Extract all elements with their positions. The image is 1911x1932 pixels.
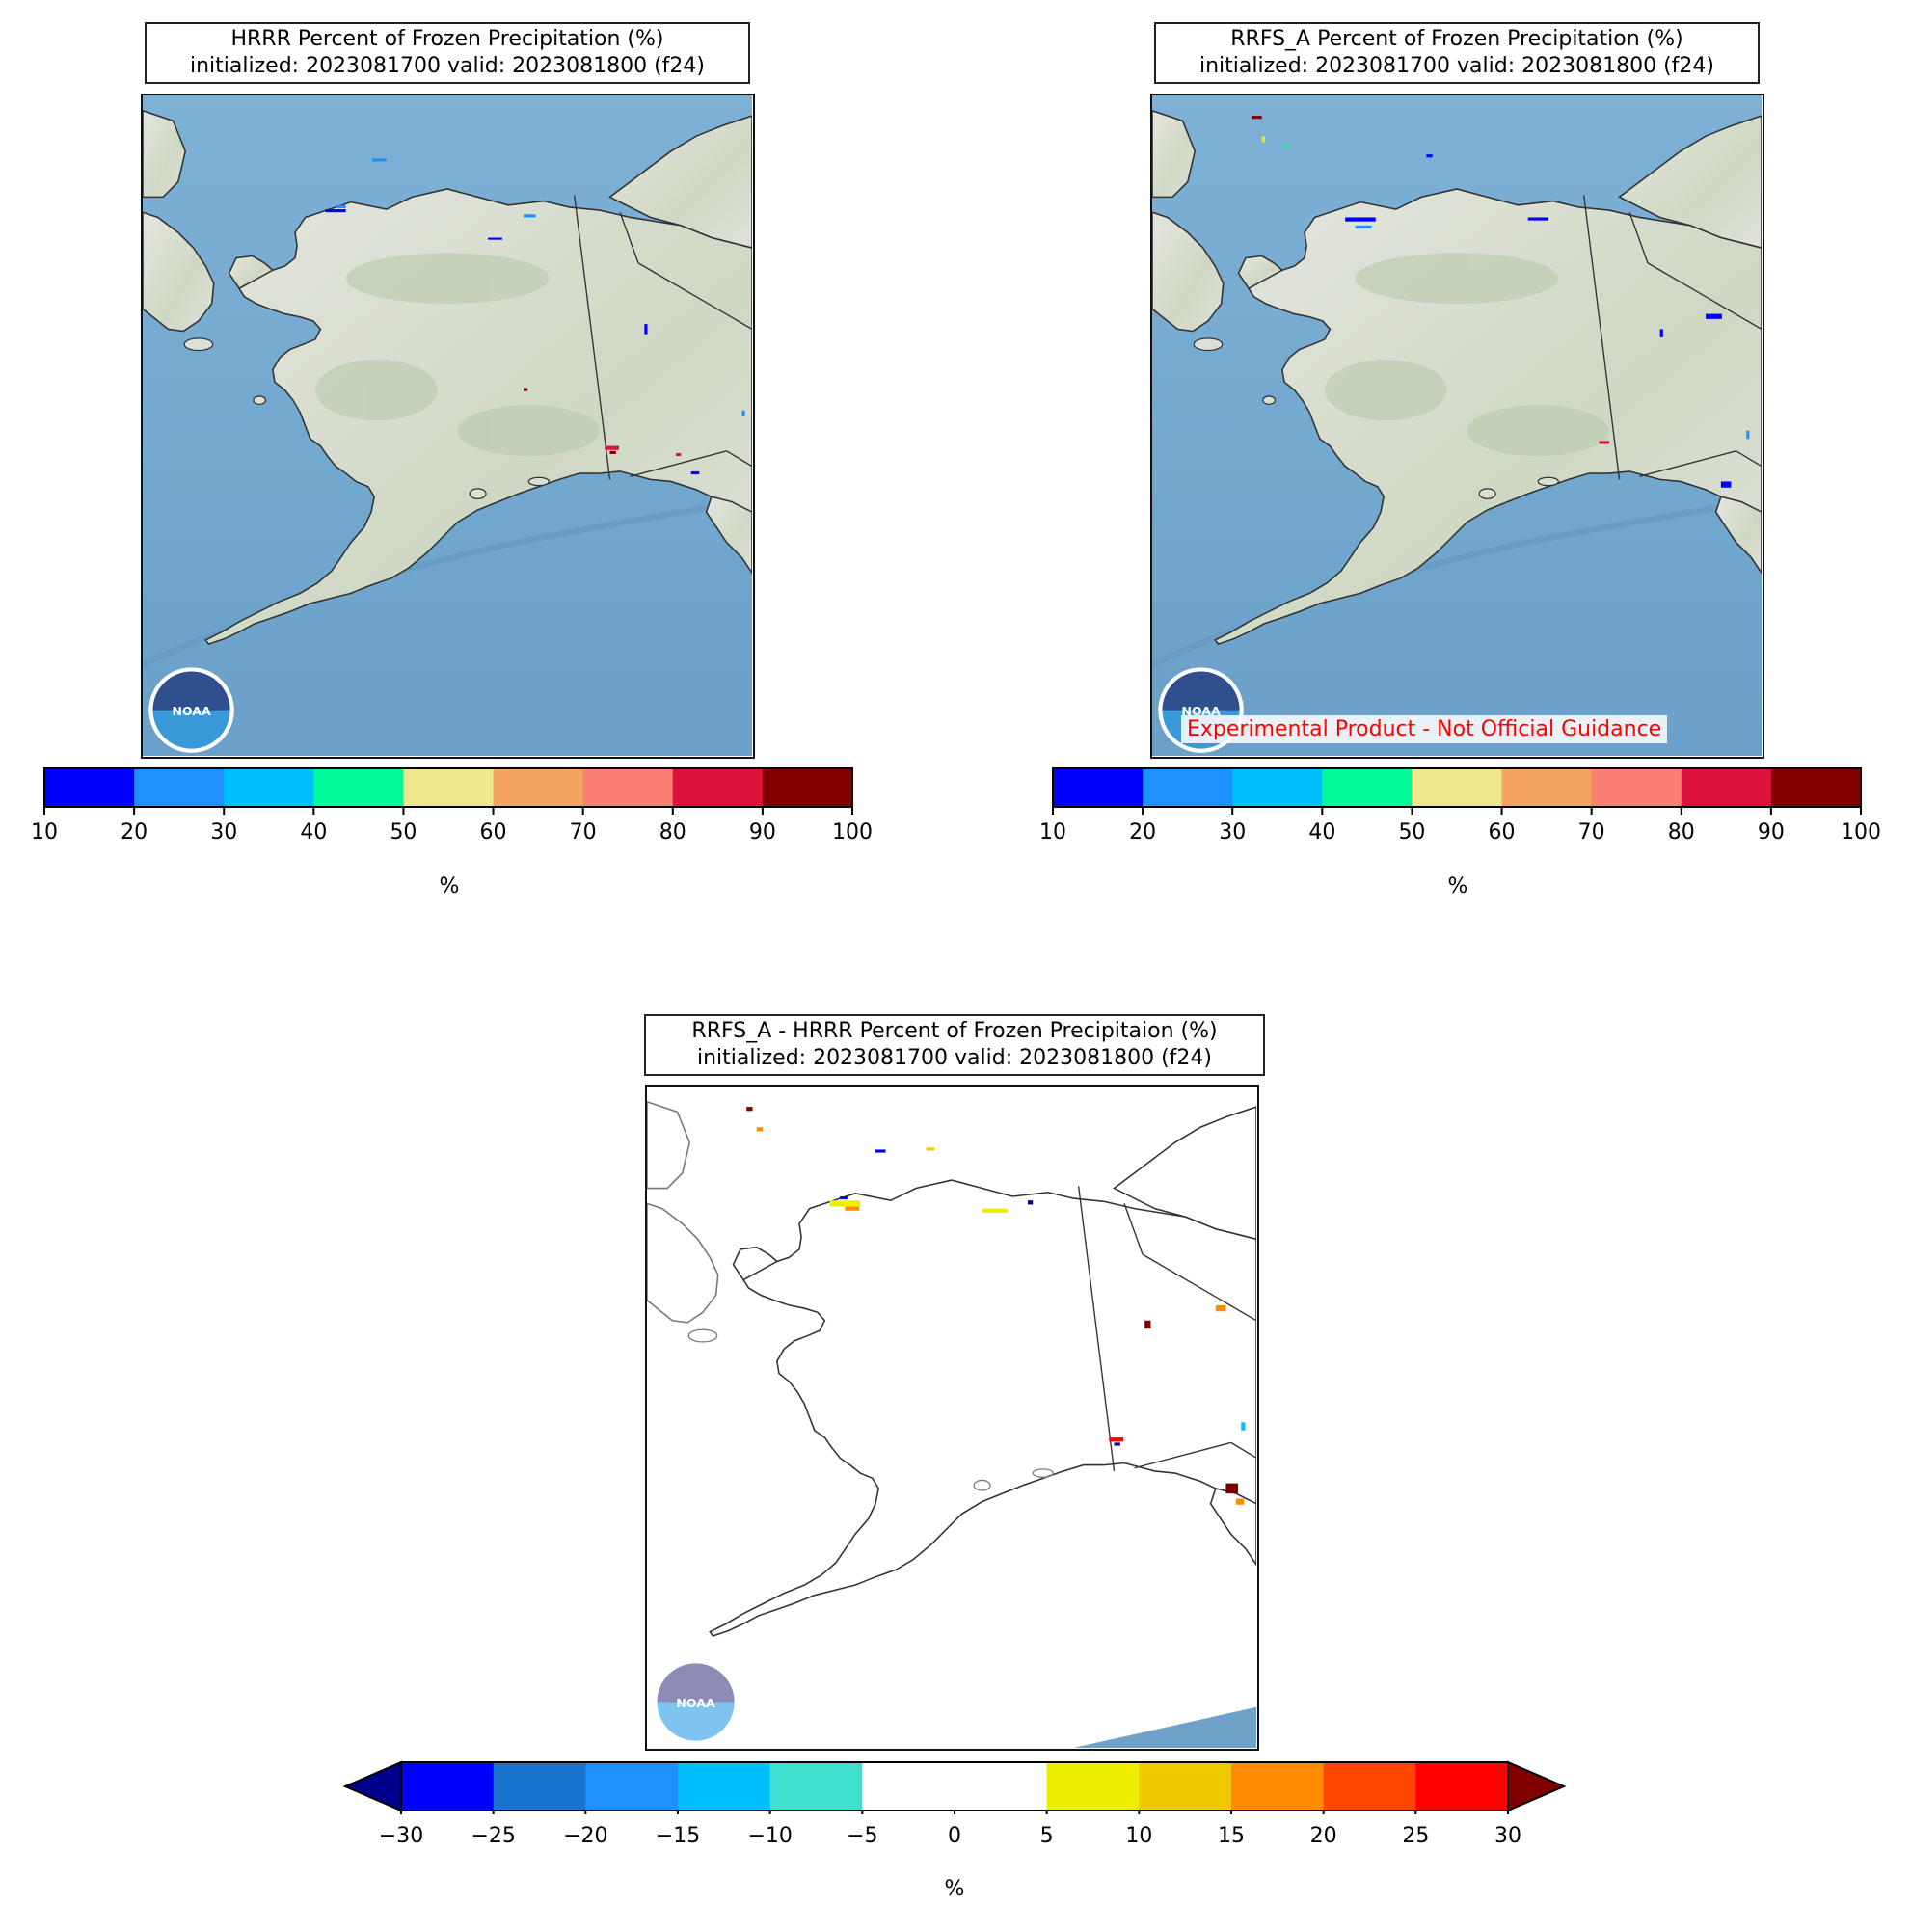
colorbar-tick-label: −20 xyxy=(563,1824,608,1848)
colorbar-segment xyxy=(862,1762,956,1811)
rrfs-precip-specks xyxy=(1252,116,1750,488)
colorbar-segment xyxy=(1143,768,1233,807)
colorbar-tick-label: 25 xyxy=(1402,1824,1430,1848)
colorbar-segment xyxy=(1139,1762,1232,1811)
colorbar-tick-label: 70 xyxy=(1577,820,1605,845)
colorbar-tick-label: 10 xyxy=(31,820,58,845)
diff-title-line1: RRFS_A - HRRR Percent of Frozen Precipit… xyxy=(691,1019,1218,1043)
hrrr-map-canvas: NOAA xyxy=(143,95,753,756)
colorbar-segment xyxy=(1323,1762,1416,1811)
colorbar-segment xyxy=(1412,768,1503,807)
noaa-logo-diff: NOAA xyxy=(653,1659,739,1745)
colorbar-border xyxy=(43,767,853,808)
colorbar-segment xyxy=(769,1762,863,1811)
colorbar-segment xyxy=(1501,768,1593,807)
hrrr-colorbar-label: % xyxy=(439,874,460,899)
colorbar-tick-label: 20 xyxy=(1309,1824,1337,1848)
hrrr-precip-specks xyxy=(325,158,745,475)
diff-colorbar xyxy=(342,1760,1567,1814)
colorbar-segment xyxy=(585,1762,679,1811)
rrfs-panel-title: RRFS_A Percent of Frozen Precipitation (… xyxy=(1154,22,1760,84)
rrfs-map-canvas: NOAA xyxy=(1152,95,1763,756)
colorbar-tick-label: 50 xyxy=(390,820,417,845)
colorbar-segment xyxy=(678,1762,771,1811)
colorbar-segment xyxy=(1046,1762,1140,1811)
diff-precip-specks xyxy=(746,1107,1246,1505)
hrrr-colorbar xyxy=(43,767,853,815)
colorbar-segment xyxy=(403,768,495,807)
colorbar-tick-label: 30 xyxy=(1219,820,1247,845)
diff-colorbar-label: % xyxy=(944,1877,965,1901)
rrfs-title-line2: initialized: 2023081700 valid: 202308180… xyxy=(1199,54,1714,78)
colorbar-segment xyxy=(401,1762,495,1811)
colorbar-tick-label: 5 xyxy=(1039,1824,1054,1848)
colorbar-tick-label: 10 xyxy=(1039,820,1066,845)
colorbar-tick-label: 70 xyxy=(569,820,597,845)
colorbar-segment xyxy=(224,768,314,807)
colorbar-tick-label: −15 xyxy=(655,1824,701,1848)
hrrr-title-line1: HRRR Percent of Frozen Precipitation (%) xyxy=(230,27,664,51)
hrrr-panel-title: HRRR Percent of Frozen Precipitation (%)… xyxy=(145,22,750,84)
colorbar-tick-label: −10 xyxy=(747,1824,793,1848)
colorbar-segment xyxy=(672,768,764,807)
svg-text:NOAA: NOAA xyxy=(676,1696,715,1710)
colorbar-segment xyxy=(44,768,135,807)
rrfs-map[interactable]: NOAA Experimental Product - Not Official… xyxy=(1150,94,1764,759)
colorbar-tick-label: −5 xyxy=(847,1824,878,1848)
colorbar-segment xyxy=(1770,768,1862,807)
colorbar-segment xyxy=(582,768,674,807)
hrrr-map[interactable]: NOAA xyxy=(141,94,755,759)
colorbar-tick-label: 20 xyxy=(1129,820,1157,845)
colorbar-tick-label: 100 xyxy=(1841,820,1881,845)
colorbar-segment xyxy=(313,768,404,807)
colorbar-segment xyxy=(493,1762,586,1811)
colorbar-tick-label: 20 xyxy=(121,820,148,845)
colorbar-tick-label: 30 xyxy=(1494,1824,1521,1848)
colorbar-tick-label: 10 xyxy=(1125,1824,1153,1848)
rrfs-colorbar xyxy=(1052,767,1862,815)
noaa-logo-hrrr: NOAA xyxy=(148,667,234,753)
colorbar-segment xyxy=(134,768,225,807)
colorbar-segment xyxy=(762,768,853,807)
colorbar-segment xyxy=(1053,768,1144,807)
rrfs-colorbar-label: % xyxy=(1447,874,1468,899)
colorbar-tick-label: −30 xyxy=(378,1824,424,1848)
colorbar-segment xyxy=(1415,1762,1509,1811)
experimental-disclaimer: Experimental Product - Not Official Guid… xyxy=(1181,715,1668,743)
colorbar-over-arrow xyxy=(1507,1760,1567,1812)
colorbar-tick-label: 50 xyxy=(1398,820,1426,845)
colorbar-tick-label: 60 xyxy=(1488,820,1516,845)
colorbar-segment xyxy=(1322,768,1413,807)
colorbar-tick-label: 100 xyxy=(832,820,873,845)
colorbar-tick-label: 60 xyxy=(479,820,507,845)
colorbar-segment xyxy=(1591,768,1682,807)
diff-map[interactable]: NOAA xyxy=(645,1085,1259,1751)
diff-title-line2: initialized: 2023081700 valid: 202308180… xyxy=(697,1046,1212,1070)
colorbar-tick-label: 15 xyxy=(1218,1824,1245,1848)
colorbar-border xyxy=(1052,767,1862,808)
colorbar-segment xyxy=(1681,768,1772,807)
colorbar-segment xyxy=(955,1762,1048,1811)
colorbar-tick-label: −25 xyxy=(471,1824,516,1848)
colorbar-tick-label: 80 xyxy=(1667,820,1695,845)
colorbar-tick-label: 40 xyxy=(1308,820,1336,845)
colorbar-segment xyxy=(1231,1762,1325,1811)
colorbar-segment xyxy=(493,768,584,807)
colorbar-tick-label: 40 xyxy=(300,820,328,845)
colorbar-tick-label: 80 xyxy=(659,820,686,845)
svg-text:NOAA: NOAA xyxy=(172,704,211,718)
colorbar-tick-label: 90 xyxy=(1757,820,1785,845)
colorbar-tick-label: 90 xyxy=(748,820,776,845)
colorbar-under-arrow xyxy=(342,1760,402,1812)
rrfs-title-line1: RRFS_A Percent of Frozen Precipitation (… xyxy=(1230,27,1683,51)
diff-map-canvas: NOAA xyxy=(647,1087,1257,1748)
colorbar-tick-label: 30 xyxy=(210,820,238,845)
hrrr-title-line2: initialized: 2023081700 valid: 202308180… xyxy=(190,54,705,78)
svg-text:NOAA: NOAA xyxy=(1181,704,1221,718)
colorbar-tick-label: 0 xyxy=(948,1824,961,1848)
colorbar-segment xyxy=(1232,768,1323,807)
diff-panel-title: RRFS_A - HRRR Percent of Frozen Precipit… xyxy=(644,1014,1265,1076)
